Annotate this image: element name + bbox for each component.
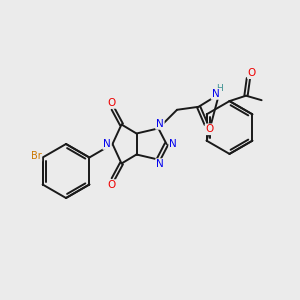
Text: O: O bbox=[107, 98, 116, 108]
Text: O: O bbox=[107, 180, 116, 190]
Text: Br: Br bbox=[31, 151, 41, 161]
Text: H: H bbox=[217, 84, 223, 93]
Text: N: N bbox=[156, 119, 164, 129]
Text: N: N bbox=[103, 139, 111, 149]
Text: O: O bbox=[248, 68, 256, 78]
Text: O: O bbox=[206, 124, 214, 134]
Text: N: N bbox=[156, 159, 164, 169]
Text: N: N bbox=[212, 89, 219, 99]
Text: N: N bbox=[169, 139, 177, 149]
